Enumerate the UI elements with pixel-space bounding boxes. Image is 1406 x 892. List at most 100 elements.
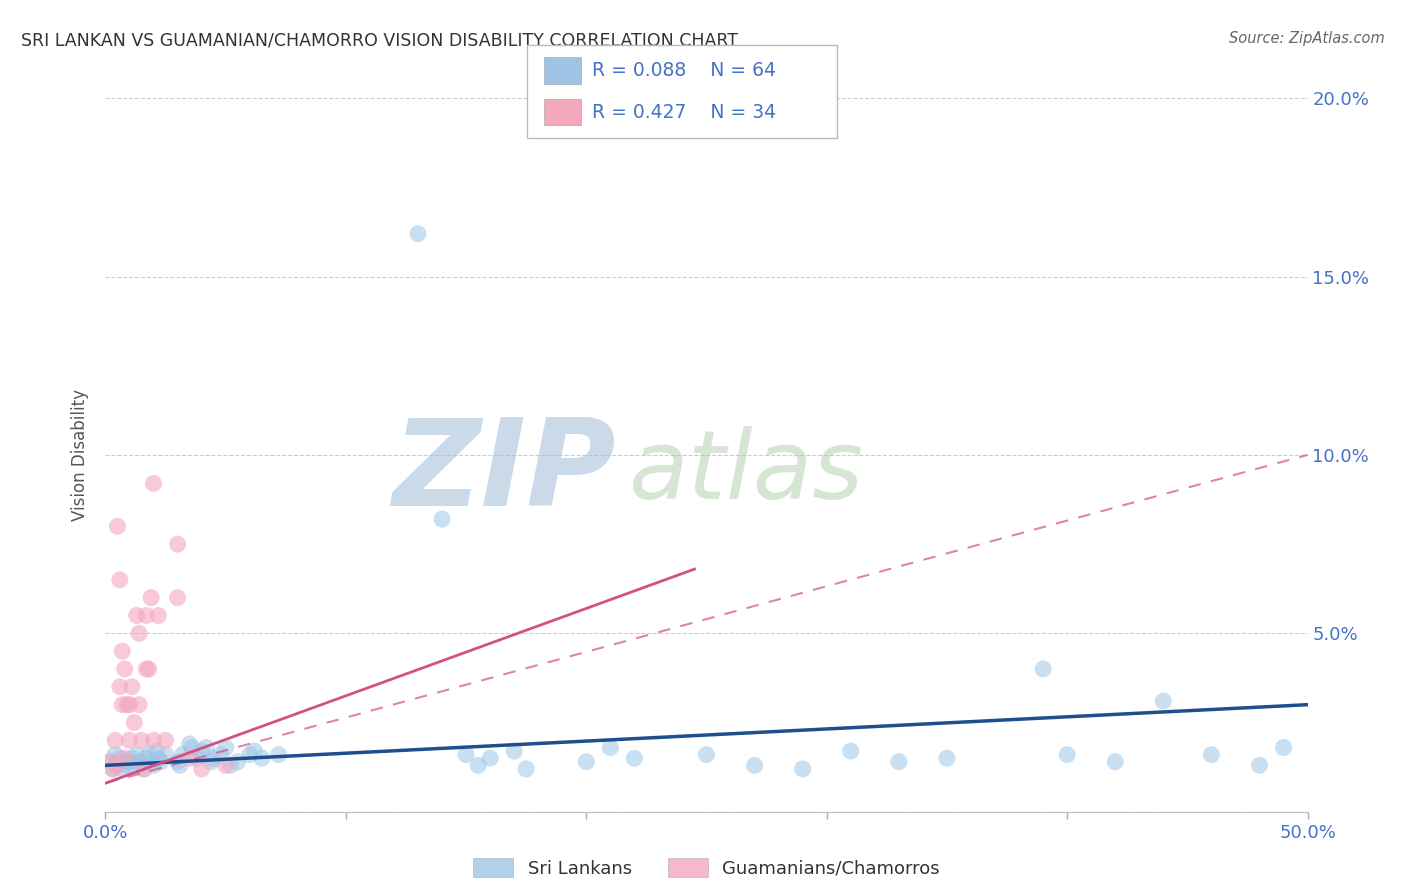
Point	[169, 758, 191, 772]
Point	[104, 733, 127, 747]
Point	[111, 698, 134, 712]
Point	[479, 751, 502, 765]
Text: R = 0.088    N = 64: R = 0.088 N = 64	[592, 62, 776, 80]
Point	[467, 758, 489, 772]
Point	[115, 758, 138, 772]
Point	[107, 758, 129, 772]
Point	[515, 762, 537, 776]
Point	[135, 662, 157, 676]
Point	[1272, 740, 1295, 755]
Point	[108, 680, 131, 694]
Point	[181, 740, 204, 755]
Point	[142, 758, 165, 772]
Point	[145, 744, 167, 758]
Point	[226, 755, 249, 769]
Point	[111, 762, 134, 776]
Point	[214, 758, 236, 772]
Point	[1249, 758, 1271, 772]
Point	[186, 751, 208, 765]
Point	[219, 758, 242, 772]
Point	[155, 733, 177, 747]
Point	[139, 755, 162, 769]
Point	[623, 751, 645, 765]
Point	[128, 626, 150, 640]
Point	[792, 762, 814, 776]
Point	[142, 733, 165, 747]
Point	[111, 644, 134, 658]
Point	[155, 747, 177, 762]
Point	[125, 747, 148, 762]
Point	[108, 573, 131, 587]
Point	[104, 747, 127, 762]
Point	[98, 755, 121, 769]
Text: Source: ZipAtlas.com: Source: ZipAtlas.com	[1229, 31, 1385, 46]
Point	[135, 751, 157, 765]
Point	[430, 512, 453, 526]
Point	[267, 747, 290, 762]
Point	[214, 740, 236, 755]
Point	[148, 751, 170, 765]
Point	[108, 751, 131, 765]
Point	[243, 744, 266, 758]
Point	[200, 755, 222, 769]
Point	[575, 755, 598, 769]
Point	[696, 747, 718, 762]
Point	[166, 755, 188, 769]
Y-axis label: Vision Disability: Vision Disability	[72, 389, 90, 521]
Point	[135, 608, 157, 623]
Point	[149, 755, 172, 769]
Point	[101, 762, 124, 776]
Point	[118, 733, 141, 747]
Point	[250, 751, 273, 765]
Point	[118, 755, 141, 769]
Point	[209, 747, 232, 762]
Point	[172, 747, 194, 762]
Point	[139, 591, 162, 605]
Point	[101, 762, 124, 776]
Point	[179, 751, 201, 765]
Point	[107, 519, 129, 533]
Point	[98, 755, 121, 769]
Point	[936, 751, 959, 765]
Point	[503, 744, 526, 758]
Point	[131, 733, 153, 747]
Point	[190, 762, 212, 776]
Point	[1104, 755, 1126, 769]
Point	[1056, 747, 1078, 762]
Legend: Sri Lankans, Guamanians/Chamorros: Sri Lankans, Guamanians/Chamorros	[467, 851, 946, 885]
Point	[166, 591, 188, 605]
Point	[132, 762, 155, 776]
Point	[114, 751, 136, 765]
Point	[124, 715, 146, 730]
Point	[124, 758, 146, 772]
Point	[1032, 662, 1054, 676]
Point	[1152, 694, 1174, 708]
Point	[114, 662, 136, 676]
Point	[118, 698, 141, 712]
Point	[115, 698, 138, 712]
Point	[132, 762, 155, 776]
Point	[179, 737, 201, 751]
Point	[239, 747, 262, 762]
Point	[166, 537, 188, 551]
Point	[744, 758, 766, 772]
Point	[1201, 747, 1223, 762]
Point	[114, 755, 136, 769]
Point	[148, 608, 170, 623]
Point	[107, 758, 129, 772]
Point	[121, 680, 143, 694]
Point	[454, 747, 477, 762]
Point	[406, 227, 429, 241]
Text: R = 0.427    N = 34: R = 0.427 N = 34	[592, 103, 776, 121]
Point	[839, 744, 862, 758]
Point	[138, 747, 160, 762]
Text: atlas: atlas	[628, 426, 863, 519]
Point	[142, 476, 165, 491]
Point	[138, 662, 160, 676]
Point	[128, 698, 150, 712]
Point	[202, 751, 225, 765]
Point	[887, 755, 910, 769]
Point	[599, 740, 621, 755]
Text: ZIP: ZIP	[392, 414, 616, 532]
Point	[125, 608, 148, 623]
